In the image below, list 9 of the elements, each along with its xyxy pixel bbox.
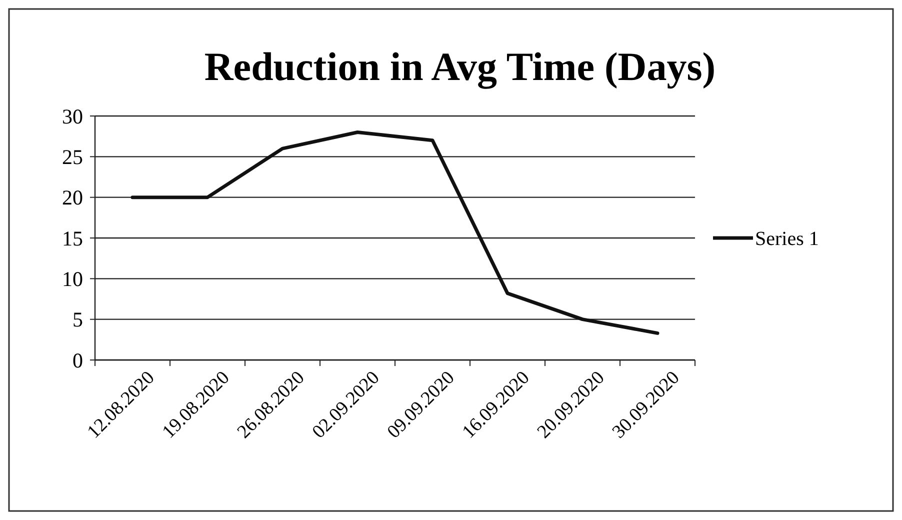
y-tick-label: 5 <box>72 308 83 332</box>
y-tick-label: 15 <box>62 226 83 250</box>
legend-label: Series 1 <box>755 228 819 250</box>
chart-title: Reduction in Avg Time (Days) <box>204 44 716 89</box>
y-tick-label: 25 <box>62 145 83 170</box>
y-tick-label: 0 <box>72 348 83 372</box>
y-tick-label: 10 <box>62 267 83 292</box>
y-tick-label: 30 <box>62 104 83 128</box>
y-tick-label: 20 <box>62 186 83 210</box>
